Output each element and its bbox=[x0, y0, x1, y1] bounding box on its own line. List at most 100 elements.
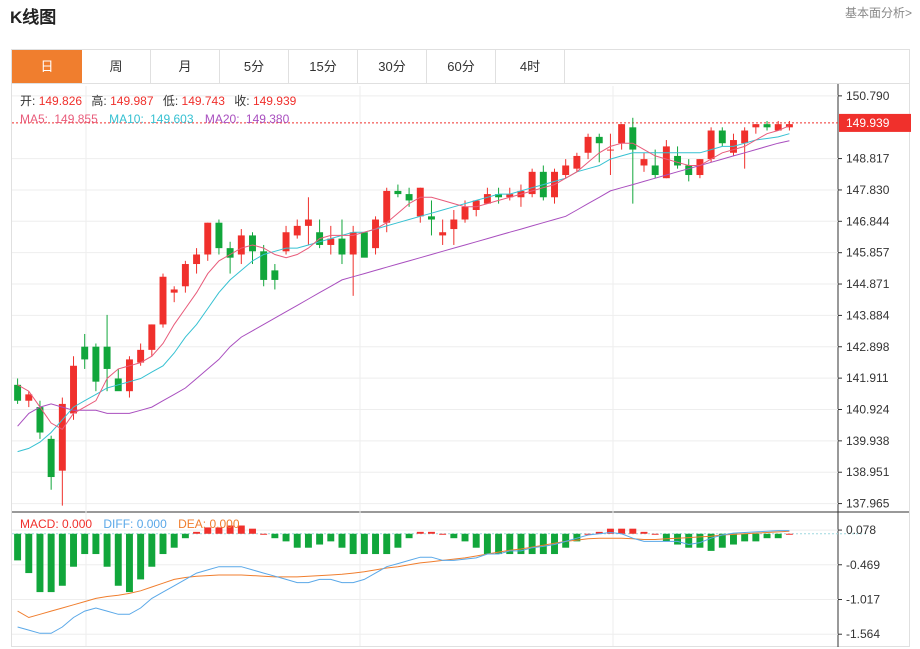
candle bbox=[562, 159, 570, 179]
ma20-line bbox=[17, 140, 790, 427]
macd-bar bbox=[349, 533, 357, 555]
tab-day[interactable]: 日 bbox=[12, 50, 82, 83]
candle-body bbox=[528, 171, 536, 195]
candle bbox=[349, 225, 357, 296]
candle bbox=[584, 133, 592, 160]
macd-bar bbox=[237, 525, 245, 534]
candle-body bbox=[282, 232, 290, 252]
candle bbox=[226, 241, 234, 274]
tab-month[interactable]: 月 bbox=[151, 50, 220, 83]
ohlc-info: 开: 149.826 高: 149.987 低: 149.743 收: 149.… bbox=[20, 93, 297, 108]
candle-body bbox=[193, 254, 201, 265]
candle-body bbox=[394, 190, 402, 195]
candle-body bbox=[562, 165, 570, 176]
candle-body bbox=[472, 200, 480, 210]
candle-body bbox=[651, 165, 659, 176]
candle bbox=[618, 124, 626, 150]
macd-bar bbox=[316, 533, 324, 545]
candle-body bbox=[427, 216, 435, 220]
candle-body bbox=[58, 403, 66, 471]
chart-title: K线图 bbox=[10, 8, 57, 27]
macd-bar bbox=[517, 533, 525, 555]
macd-bar bbox=[573, 533, 581, 542]
candle-body bbox=[774, 124, 782, 131]
macd-bar bbox=[383, 533, 391, 555]
candle bbox=[293, 219, 301, 239]
macd-bar bbox=[551, 533, 558, 555]
tab-4hour[interactable]: 4时 bbox=[496, 50, 565, 83]
candle bbox=[461, 200, 469, 223]
candle-body bbox=[360, 232, 368, 258]
macd-bar bbox=[674, 533, 682, 545]
macd-bar bbox=[539, 533, 547, 555]
macd-tick-label: -0.469 bbox=[846, 558, 880, 572]
candle-body bbox=[92, 346, 100, 382]
price-tick-label: 142.898 bbox=[846, 340, 890, 354]
fundamental-analysis-link[interactable]: 基本面分析> bbox=[844, 6, 912, 20]
candle-body bbox=[14, 384, 22, 401]
candle bbox=[360, 232, 368, 258]
candle-body bbox=[327, 238, 335, 245]
candle-body bbox=[181, 264, 189, 287]
macd-bar bbox=[752, 533, 760, 542]
candle-body bbox=[752, 124, 760, 128]
macd-panel bbox=[12, 525, 868, 635]
candle-body bbox=[383, 190, 391, 223]
candle bbox=[741, 127, 749, 169]
candle bbox=[651, 149, 659, 179]
candle bbox=[472, 200, 480, 217]
candle bbox=[730, 133, 737, 156]
candle-body bbox=[450, 219, 458, 230]
candle-body bbox=[584, 136, 592, 153]
candle-body bbox=[304, 219, 312, 226]
macd-bar bbox=[293, 533, 301, 548]
macd-bar bbox=[741, 533, 749, 542]
candle-body bbox=[293, 225, 301, 236]
candle bbox=[495, 187, 503, 204]
candle-body bbox=[137, 349, 145, 363]
low-value: 149.743 bbox=[182, 94, 226, 108]
ma10-label: MA10: bbox=[109, 112, 144, 126]
macd-bar bbox=[103, 533, 111, 567]
macd-bar bbox=[226, 525, 234, 534]
macd-bar bbox=[718, 533, 726, 548]
candle-body bbox=[640, 159, 648, 166]
macd-bar bbox=[327, 533, 335, 542]
moving-average-lines bbox=[17, 125, 790, 453]
candle-body bbox=[249, 235, 256, 252]
tab-60min[interactable]: 60分 bbox=[427, 50, 496, 83]
price-tick-label: 144.871 bbox=[846, 277, 890, 291]
macd-bar bbox=[25, 533, 33, 574]
macd-bar bbox=[372, 533, 380, 555]
macd-bar bbox=[685, 533, 693, 548]
candle bbox=[282, 225, 290, 255]
high-label: 高: bbox=[91, 93, 106, 108]
candle-body bbox=[47, 438, 55, 478]
macd-info: MACD: 0.000 DIFF: 0.000 DEA: 0.000 bbox=[20, 517, 240, 531]
macd-bar bbox=[450, 533, 458, 539]
candle bbox=[181, 260, 189, 293]
candle bbox=[125, 356, 133, 398]
candle bbox=[25, 391, 33, 408]
tab-week[interactable]: 周 bbox=[82, 50, 151, 83]
macd-bar bbox=[14, 533, 22, 561]
tab-30min[interactable]: 30分 bbox=[358, 50, 427, 83]
candle-body bbox=[237, 235, 245, 255]
candle-body bbox=[204, 222, 212, 255]
macd-bar bbox=[338, 533, 346, 548]
macd-bar bbox=[584, 533, 592, 535]
high-value: 149.987 bbox=[110, 94, 154, 108]
grid-lines bbox=[12, 84, 909, 647]
tab-15min[interactable]: 15分 bbox=[289, 50, 358, 83]
candle-body bbox=[674, 155, 682, 166]
candle bbox=[685, 159, 693, 182]
price-tick-label: 143.884 bbox=[846, 308, 890, 322]
candle bbox=[674, 146, 682, 169]
candle bbox=[573, 152, 581, 172]
candle bbox=[774, 120, 782, 131]
candle bbox=[316, 219, 324, 249]
tab-5min[interactable]: 5分 bbox=[220, 50, 289, 83]
candle bbox=[114, 368, 122, 392]
close-value: 149.939 bbox=[253, 94, 297, 108]
